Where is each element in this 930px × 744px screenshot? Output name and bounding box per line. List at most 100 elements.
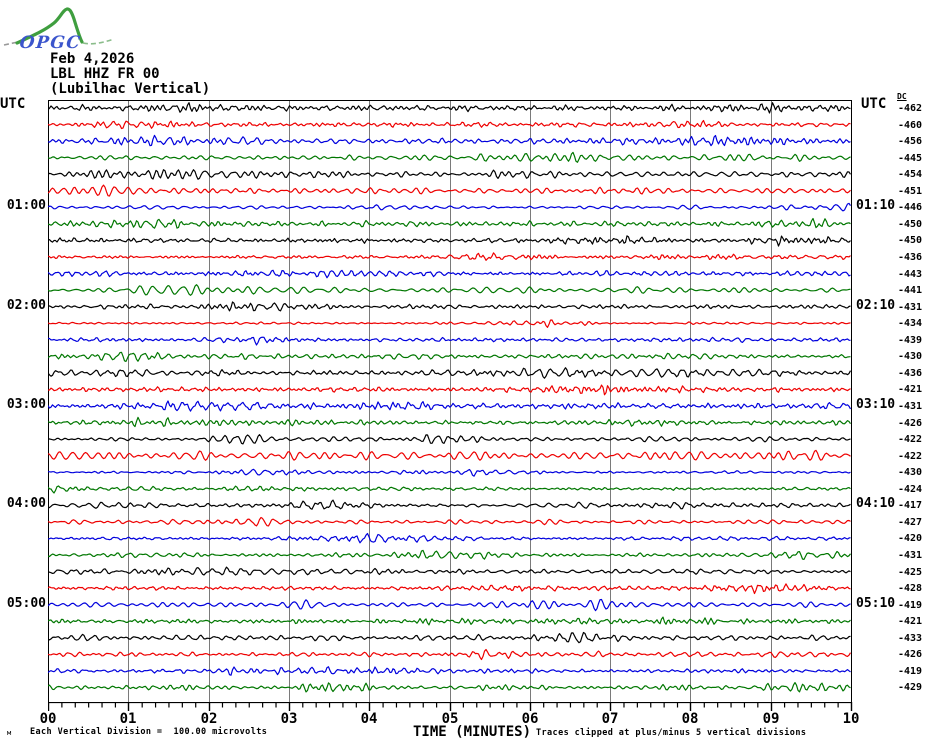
seismo-trace-0040 — [48, 169, 852, 180]
dc-value-label: -428 — [898, 583, 923, 594]
time-axis — [48, 702, 853, 711]
hour-label-left: 01:00 — [6, 198, 46, 213]
x-tick-label: 05 — [441, 711, 459, 727]
hour-label-right: 02:10 — [856, 298, 896, 313]
dc-value-label: -443 — [898, 269, 923, 280]
dc-value-label: -460 — [898, 120, 923, 131]
utc-label-right: UTC — [861, 96, 887, 112]
x-axis-title: TIME (MINUTES) — [413, 724, 532, 740]
x-tick-label: 09 — [762, 711, 780, 727]
hour-label-right: 04:10 — [856, 496, 896, 511]
seismo-trace-0530 — [48, 648, 852, 661]
logo-text: OPGC — [19, 33, 83, 53]
dc-value-label: -433 — [898, 633, 923, 644]
seismo-trace-0100 — [48, 202, 851, 212]
seismogram-plot — [48, 100, 852, 702]
x-tick-label: 02 — [200, 711, 218, 727]
seismo-trace-0150 — [48, 284, 851, 296]
dc-value-label: -427 — [898, 517, 923, 528]
x-tick-label: 00 — [39, 711, 57, 727]
seismo-trace-0020 — [48, 134, 851, 147]
seismo-trace-0210 — [48, 319, 851, 328]
dc-value-label: -429 — [898, 682, 923, 693]
header-station: LBL HHZ FR 00 — [50, 66, 160, 82]
scale-note: Each Vertical Division = 100.00 microvol… — [30, 727, 268, 737]
dc-value-label: -446 — [898, 202, 923, 213]
x-tick-label: 03 — [280, 711, 298, 727]
seismo-trace-0320 — [48, 434, 851, 445]
x-tick-label: 04 — [360, 711, 378, 727]
seismo-trace-0450 — [48, 583, 851, 595]
seismo-trace-0250 — [48, 384, 851, 396]
logo-dash-right — [82, 38, 115, 45]
seismo-trace-0430 — [48, 549, 851, 560]
seismo-trace-0200 — [48, 301, 851, 312]
seismo-trace-0130 — [48, 252, 851, 261]
seismo-trace-0400 — [48, 499, 851, 510]
seismo-trace-0310 — [48, 416, 851, 428]
dc-value-label: -462 — [898, 103, 923, 114]
dc-value-label: -441 — [898, 285, 923, 296]
dc-value-label: -430 — [898, 351, 923, 362]
seismo-trace-0410 — [48, 516, 851, 527]
logo-mountain-curve — [15, 7, 84, 45]
dc-value-label: -439 — [898, 335, 923, 346]
dc-value-label: -421 — [898, 384, 923, 395]
dc-value-label: -451 — [898, 186, 923, 197]
seismo-trace-0120 — [48, 235, 851, 247]
hour-label-left: 03:00 — [6, 397, 46, 412]
dc-value-label: -431 — [898, 550, 923, 561]
dc-value-label: -425 — [898, 567, 923, 578]
seismo-trace-0510 — [48, 616, 851, 626]
x-tick-label: 08 — [681, 711, 699, 727]
seismo-trace-0030 — [48, 151, 851, 163]
seismo-trace-0350 — [48, 485, 851, 494]
dc-column-header: DC — [897, 92, 907, 101]
seismo-trace-0540 — [48, 666, 851, 676]
dc-value-label: -426 — [898, 649, 923, 660]
dc-value-label: -431 — [898, 302, 923, 313]
header-date: Feb 4,2026 — [50, 51, 135, 67]
seismo-trace-0500 — [48, 598, 851, 612]
dc-value-label: -430 — [898, 467, 923, 478]
dc-value-label: -424 — [898, 484, 923, 495]
seismo-trace-0050 — [48, 184, 851, 197]
seismo-trace-0110 — [48, 217, 851, 229]
dc-value-label: -436 — [898, 368, 923, 379]
dc-value-label: -421 — [898, 616, 923, 627]
dc-value-label: -445 — [898, 153, 923, 164]
utc-label-left: UTC — [0, 96, 26, 112]
hour-label-right: 01:10 — [856, 198, 896, 213]
header-block: Feb 4,2026 LBL HHZ FR 00 (Lubilhac Verti… — [50, 52, 210, 97]
seismo-trace-0000 — [48, 102, 851, 114]
seismo-trace-0330 — [48, 449, 851, 461]
dc-value-label: -450 — [898, 219, 923, 230]
dc-value-label: -450 — [898, 235, 923, 246]
seismo-trace-0010 — [48, 119, 851, 130]
dc-value-label: -419 — [898, 666, 923, 677]
dc-value-label: -417 — [898, 500, 923, 511]
dc-value-label: -420 — [898, 533, 923, 544]
dc-value-label: -422 — [898, 434, 923, 445]
corner-mark: м — [7, 729, 12, 737]
seismo-trace-0550 — [48, 681, 851, 693]
seismo-trace-0420 — [48, 532, 851, 544]
clip-note: Traces clipped at plus/minus 5 vertical … — [536, 728, 807, 738]
seismo-trace-0140 — [48, 269, 851, 279]
seismo-trace-0520 — [48, 631, 851, 644]
x-tick-label: 01 — [119, 711, 137, 727]
hour-label-right: 05:10 — [856, 596, 896, 611]
seismo-trace-0440 — [48, 566, 851, 576]
hour-label-right: 03:10 — [856, 397, 896, 412]
seismo-trace-0340 — [48, 468, 851, 477]
dc-value-label: -431 — [898, 401, 923, 412]
x-tick-label: 10 — [842, 711, 860, 727]
x-tick-label: 07 — [601, 711, 619, 727]
seismogram-canvas — [48, 100, 852, 702]
seismo-trace-0220 — [48, 336, 851, 346]
seismo-trace-0240 — [48, 367, 852, 379]
x-tick-label: 06 — [521, 711, 539, 727]
dc-value-label: -426 — [898, 418, 923, 429]
opgc-logo: OPGC — [3, 7, 115, 53]
